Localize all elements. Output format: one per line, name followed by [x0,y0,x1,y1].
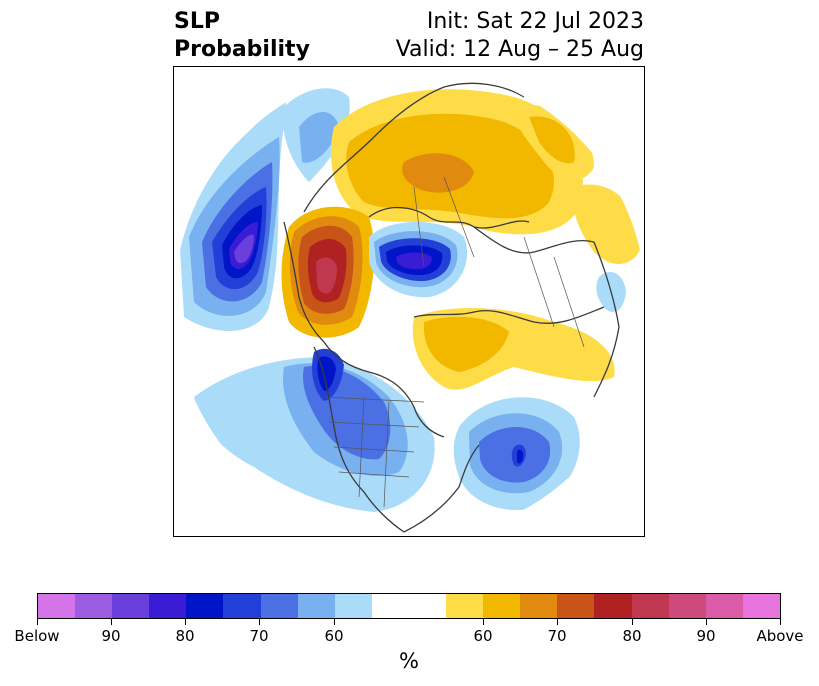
greenland-above-anomaly [281,206,375,338]
colorbar-label-below-80: 80 [175,627,195,645]
colorbar-tick [185,619,186,625]
colorbar-below-65 [260,594,298,618]
colorbar-below-55 [334,594,372,618]
country-borders [323,176,585,508]
colorbar-unit: % [399,649,419,673]
colorbar-above-75 [594,594,632,618]
colorbar-tick [37,619,38,625]
colorbar-neutral [371,594,447,618]
colorbar-above-60 [483,594,521,618]
colorbar-above-65 [520,594,558,618]
colorbar-label-below-90: 90 [101,627,121,645]
colorbar-tick [557,619,558,625]
colorbar-below-85 [112,594,150,618]
init-date: Init: Sat 22 Jul 2023 [426,9,644,34]
colorbar-label-above-60: 60 [473,627,493,645]
colorbar-tick [632,619,633,625]
coastlines [283,82,620,533]
colorbar-below-70 [223,594,261,618]
colorbar-above-extreme [742,594,780,618]
asia-above-anomaly [412,307,615,390]
colorbar-tick [111,619,112,625]
title-quantity: Probability [174,37,310,62]
colorbar-label-above-90: 90 [696,627,716,645]
colorbar-tick [780,619,781,625]
colorbar-below-90 [75,594,113,618]
colorbar-tick [334,619,335,625]
colorbar [37,593,781,619]
colorbar-above-85 [668,594,706,618]
forecast-info: Init: Sat 22 Jul 2023 Valid: 12 Aug – 25… [396,8,644,64]
atlantic-below-anomaly [453,397,580,511]
colorbar-below-80 [149,594,187,618]
north-america-below-anomaly [194,348,435,512]
colorbar-tick [259,619,260,625]
colorbar-label-below-60: 60 [324,627,344,645]
colorbar-below-extreme [38,594,76,618]
map-panel [173,66,645,537]
chart-title: SLP Probability [174,8,310,64]
colorbar-above-55 [446,594,484,618]
arctic-above-anomaly [330,89,594,235]
colorbar-label-below: Below [14,627,60,645]
colorbar-below-75 [186,594,224,618]
colorbar-tick [483,619,484,625]
colorbar-tick [706,619,707,625]
colorbar-above-70 [557,594,595,618]
colorbar-below-60 [297,594,335,618]
title-variable: SLP [174,9,220,34]
pacific-below-anomaly [179,93,286,331]
colorbar-label-above-80: 80 [622,627,642,645]
probability-map [174,67,644,536]
colorbar-label-above-70: 70 [547,627,567,645]
colorbar-label-below-70: 70 [249,627,269,645]
colorbar-above-90 [705,594,743,618]
valid-dates: Valid: 12 Aug – 25 Aug [395,37,644,62]
colorbar-above-80 [631,594,669,618]
alaska-below-anomaly [283,88,350,182]
colorbar-label-above: Above [756,627,804,645]
